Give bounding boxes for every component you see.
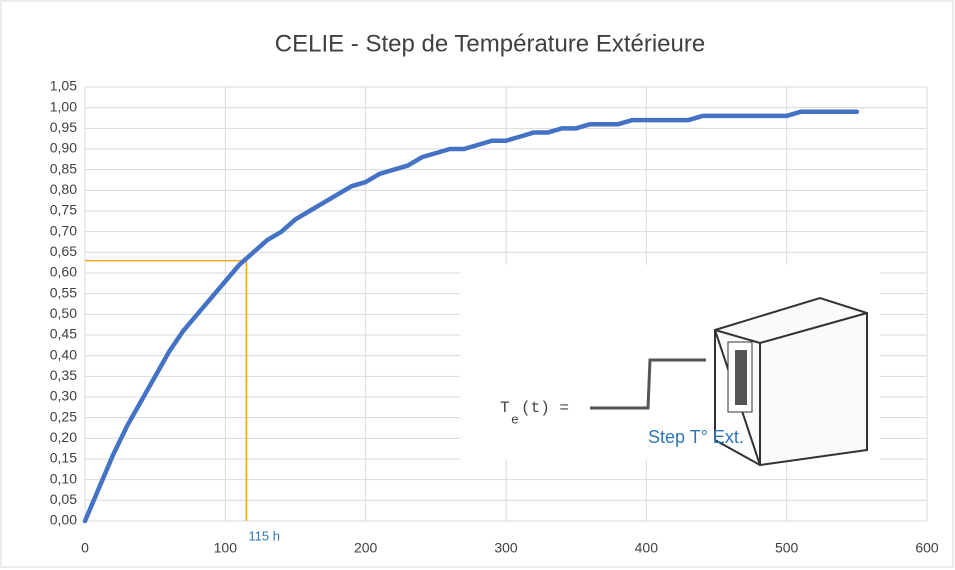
y-tick-label: 0,60: [50, 264, 77, 280]
y-tick-label: 0,70: [50, 222, 77, 238]
y-tick-label: 0,40: [50, 346, 77, 362]
y-tick-label: 0,30: [50, 388, 77, 404]
x-tick-label: 0: [81, 540, 89, 556]
y-tick-label: 0,85: [50, 160, 77, 176]
y-tick-label: 0,35: [50, 367, 77, 383]
y-tick-label: 0,95: [50, 119, 77, 135]
y-tick-label: 1,05: [50, 78, 77, 94]
y-tick-label: 0,90: [50, 140, 77, 156]
y-tick-label: 0,15: [50, 450, 77, 466]
x-tick-label: 400: [635, 540, 659, 556]
y-tick-label: 0,10: [50, 470, 77, 486]
x-tick-label: 600: [915, 540, 939, 556]
box-edges: [714, 312, 868, 466]
y-tick-label: 0,05: [50, 491, 77, 507]
x-tick-label: 500: [775, 540, 799, 556]
y-tick-label: 0,55: [50, 284, 77, 300]
y-tick-label: 0,00: [50, 512, 77, 528]
inset-label: Step T° Ext.: [648, 427, 744, 447]
chart-title: CELIE - Step de Température Extérieure: [275, 30, 705, 57]
y-tick-label: 0,50: [50, 305, 77, 321]
inset: T e (t) = Step T° Ext.: [460, 265, 880, 467]
x-tick-label: 300: [494, 540, 518, 556]
y-tick-label: 0,20: [50, 429, 77, 445]
x-tick-label: 200: [354, 540, 378, 556]
formula-subscript: e: [511, 412, 519, 427]
y-tick-label: 0,80: [50, 181, 77, 197]
step-signal: [590, 358, 706, 410]
box-outline: [713, 296, 868, 467]
y-tick-label: 0,65: [50, 243, 77, 259]
y-tick-label: 1,00: [50, 98, 77, 114]
box-core: [735, 350, 747, 405]
formula-rest: (t) =: [521, 399, 569, 417]
series-line: [82, 109, 860, 524]
x-tick-label: 100: [214, 540, 238, 556]
y-tick-label: 0,25: [50, 408, 77, 424]
annotation-label: 115 h: [248, 528, 280, 543]
formula-symbol: T: [500, 399, 510, 417]
plot-area: 0,00 0,05 0,10 0,15 0,20 0,25 0,30 0,35 0,40 0,45…: [50, 78, 939, 556]
y-tick-label: 0,75: [50, 202, 77, 218]
y-tick-label: 0,45: [50, 326, 77, 342]
